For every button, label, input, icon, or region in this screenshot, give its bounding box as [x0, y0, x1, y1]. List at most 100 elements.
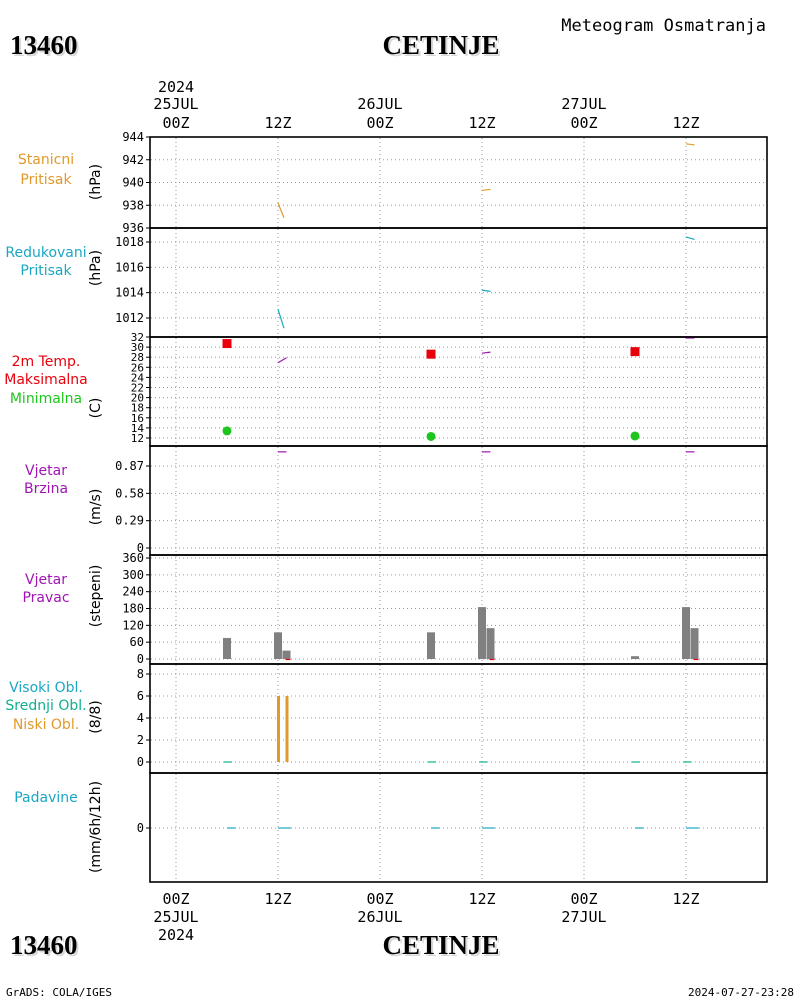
unit-label: (m/s): [88, 489, 104, 526]
bottom-year: 2024: [158, 926, 194, 944]
x-tick-label-top: 00Z: [366, 114, 393, 132]
y-tick-label: 0.87: [115, 459, 144, 473]
y-tick-label: 0: [137, 541, 144, 555]
x-date-label-top: 27JUL: [561, 95, 606, 113]
y-tick-label: 8: [137, 667, 144, 681]
x-date-label-bottom: 26JUL: [357, 908, 402, 926]
y-tick-label: 360: [122, 551, 144, 565]
series-segment: [481, 289, 491, 292]
unit-label: (hPa): [88, 250, 104, 286]
x-tick-label-top: 00Z: [570, 114, 597, 132]
x-tick-label-top: 00Z: [162, 114, 189, 132]
series-segment: [277, 202, 285, 218]
y-tick-label: 18: [131, 402, 144, 415]
max-temp-point: [426, 349, 436, 359]
x-tick-label-top: 12Z: [264, 114, 291, 132]
min-temp-point: [222, 426, 232, 436]
bar-mark: [631, 656, 639, 659]
y-tick-label: 1012: [115, 311, 144, 325]
max-temp-point: [630, 347, 640, 357]
station-name-top: CETINJE: [382, 30, 499, 60]
y-tick-label: 240: [122, 585, 144, 599]
y-tick-label: 30: [131, 341, 144, 354]
x-tick-label-bottom: 00Z: [366, 890, 393, 908]
bar-mark: [223, 637, 231, 659]
series-segment: [277, 308, 285, 329]
y-tick-label: 180: [122, 602, 144, 616]
bar-mark: [274, 632, 282, 659]
top-year: 2024: [158, 78, 194, 96]
series-segment: [685, 236, 695, 241]
panel-frame: [149, 336, 768, 447]
station-id-bottom: 13460: [10, 930, 78, 960]
series-segment: [481, 351, 491, 354]
panel-label: Minimalna: [10, 391, 82, 407]
unit-label: (8/8): [88, 700, 104, 733]
x-tick-label-bottom: 12Z: [264, 890, 291, 908]
panel-frame: [149, 554, 768, 665]
y-tick-label: 0.58: [115, 486, 144, 500]
panel-label: Pravac: [22, 590, 69, 606]
panel-label: Brzina: [24, 481, 68, 497]
panel-frame: [149, 772, 768, 883]
y-tick-label: 0: [137, 821, 144, 835]
y-tick-label: 4: [137, 711, 144, 725]
panel-label: Vjetar: [25, 572, 67, 588]
y-tick-label: 32: [131, 331, 144, 344]
x-tick-label-bottom: 12Z: [468, 890, 495, 908]
x-date-label-bottom: 25JUL: [153, 908, 198, 926]
footer-right: 2024-07-27-23:28: [688, 986, 794, 999]
x-tick-label-top: 12Z: [468, 114, 495, 132]
y-tick-label: 1014: [115, 286, 144, 300]
unit-label: (mm/6h/12h): [88, 781, 104, 873]
station-id-bottom-shadow: 13460: [12, 932, 80, 962]
x-tick-label-bottom: 00Z: [162, 890, 189, 908]
y-tick-label: 16: [131, 412, 144, 425]
panel-frame: [149, 136, 768, 229]
x-date-label-bottom: 27JUL: [561, 908, 606, 926]
panel-label: Redukovani: [5, 245, 86, 261]
panel-label: Maksimalna: [4, 372, 88, 388]
panel-label: Srednji Obl.: [5, 698, 86, 714]
panel-frame: [149, 445, 768, 556]
unit-label: (hPa): [88, 164, 104, 200]
y-tick-label: 12: [131, 432, 144, 445]
bar-mark: [285, 696, 289, 762]
bar-mark: [486, 628, 495, 659]
y-tick-label: 940: [122, 176, 144, 190]
y-tick-label: 60: [130, 635, 144, 649]
bar-mark: [690, 628, 699, 659]
y-tick-label: 0: [137, 755, 144, 769]
y-tick-label: 0.29: [115, 514, 144, 528]
min-temp-point: [426, 431, 436, 441]
unit-label: (stepeni): [88, 565, 104, 628]
y-tick-label: 300: [122, 568, 144, 582]
station-name-bottom: CETINJE: [382, 930, 499, 960]
min-temp-point: [630, 431, 640, 441]
panel-label: Pritisak: [20, 172, 72, 188]
station-name-top-shadow: CETINJE: [384, 32, 501, 62]
unit-label: (C): [88, 398, 104, 419]
y-tick-label: 22: [131, 382, 144, 395]
bar-mark: [277, 696, 280, 762]
footer-left: GrADS: COLA/IGES: [6, 986, 112, 999]
y-tick-label: 24: [131, 371, 145, 384]
max-temp-point: [222, 339, 232, 349]
bar-mark: [682, 607, 690, 659]
bar-mark: [282, 650, 291, 659]
series-segment: [481, 188, 491, 192]
plot-layer: 936 938 940 942 944 Stanicni Pritisak (hPa) 1012…: [4, 95, 768, 926]
y-tick-label: 1018: [115, 235, 144, 249]
x-tick-label-top: 12Z: [672, 114, 699, 132]
y-tick-label: 944: [122, 130, 144, 144]
station-name-bottom-shadow: CETINJE: [384, 932, 501, 962]
y-tick-label: 942: [122, 153, 144, 167]
y-tick-label: 0: [137, 652, 144, 666]
series-segment: [277, 357, 287, 364]
y-tick-label: 14: [131, 422, 145, 435]
y-tick-label: 6: [137, 689, 144, 703]
panel-label: Stanicni: [18, 152, 74, 168]
station-id-top: 13460: [12, 32, 80, 62]
panel-label: Niski Obl.: [13, 717, 79, 733]
panel-frame: [149, 227, 768, 338]
